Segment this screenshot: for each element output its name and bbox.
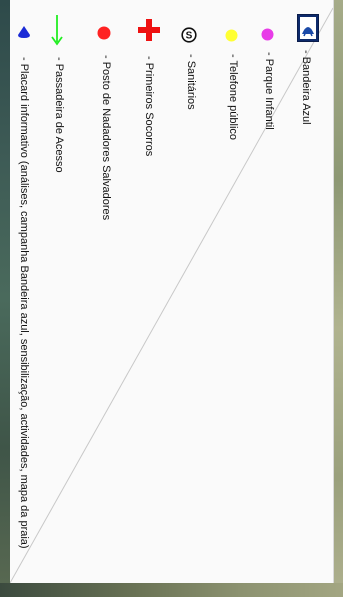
legend-label-info-board: - Placard informativo (análises, campanh… [18,57,30,549]
legend-label-playground: - Parque Infantil [263,52,275,130]
sanitary-icon: S [181,27,197,43]
first-aid-icon [137,18,161,42]
svg-text:S: S [186,31,193,42]
legend-panel [10,0,334,583]
legend-label-public-phone: - Telefone público [227,54,239,141]
legend-label-access-walkway: - Passadeira de Acesso [53,57,65,173]
lifeguard-post-icon [97,26,111,40]
panel-diagonal-line [10,7,333,583]
legend-label-lifeguard-post: - Posto de Nadadores Salvadores [100,55,112,221]
blue-flag-icon [297,14,319,42]
map-background-bottom [0,583,343,597]
playground-icon [261,28,274,41]
map-background-left [0,0,10,597]
legend-label-blue-flag: - Bandeira Azul [300,50,312,125]
access-walkway-icon [50,14,64,46]
legend-label-sanitary: - Sanitários [185,54,197,110]
map-background-right [333,0,343,597]
info-board-icon [17,25,31,39]
public-phone-icon [225,29,238,42]
legend-label-first-aid: - Primeiros Socorros [143,56,155,157]
